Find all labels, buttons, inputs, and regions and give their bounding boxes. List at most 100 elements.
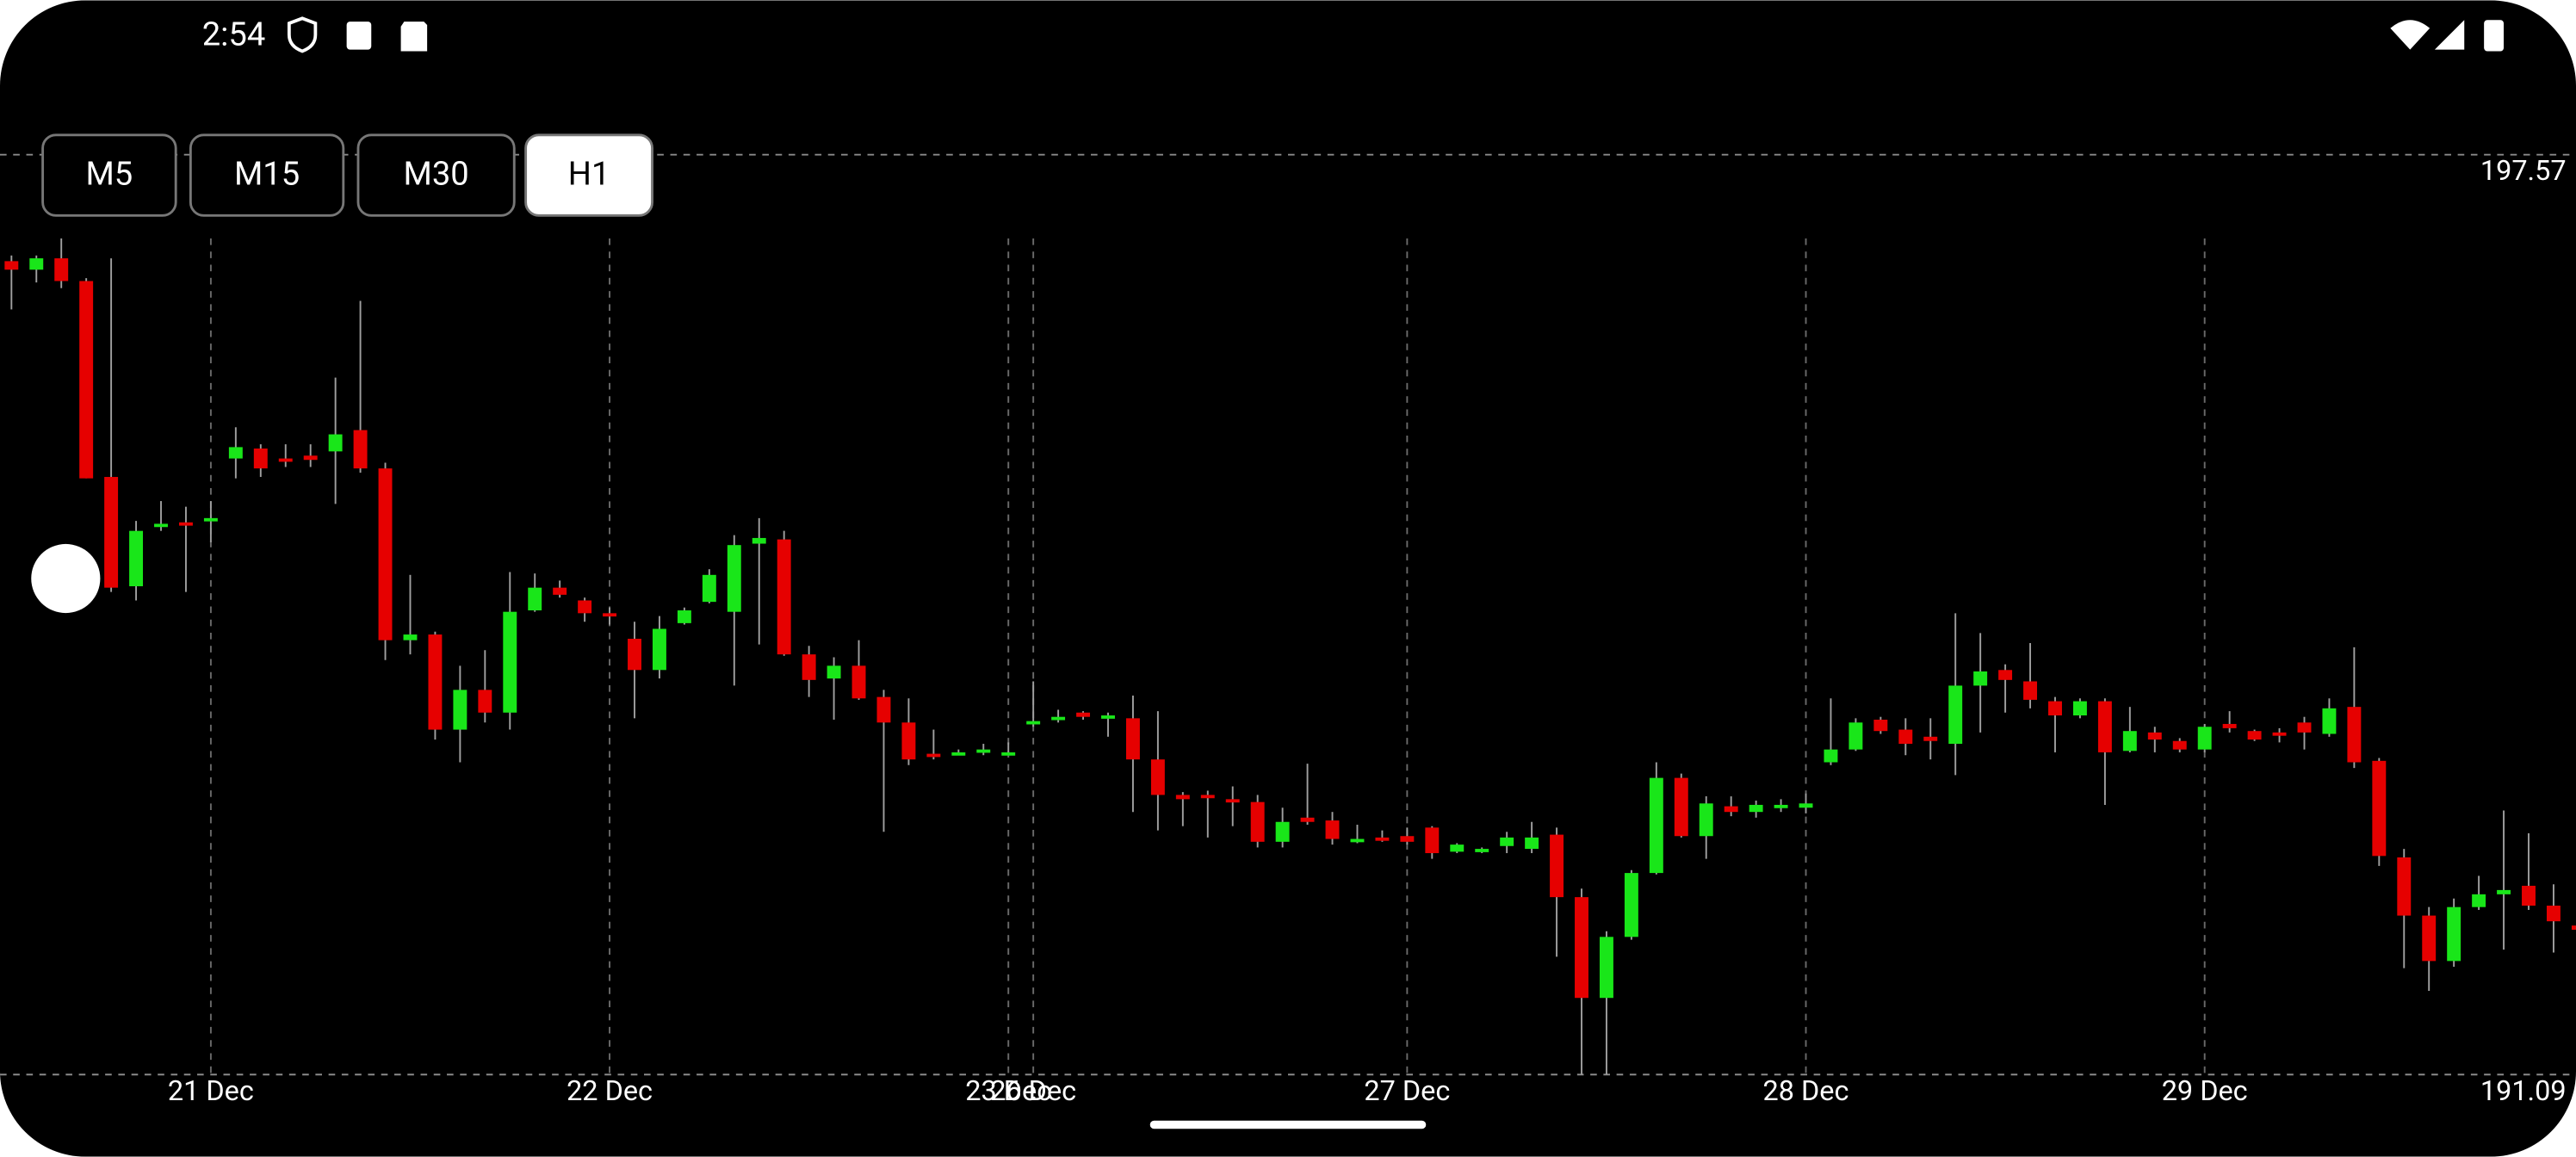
candle-body <box>1475 849 1489 852</box>
candle-body <box>976 749 991 753</box>
sd-icon <box>400 22 428 52</box>
tab-background[interactable] <box>524 133 653 217</box>
candle-body <box>1275 821 1290 842</box>
candle-body <box>702 574 716 603</box>
price-label: 197.57 <box>2480 154 2567 187</box>
tab-label[interactable]: M30 <box>404 156 469 194</box>
candle-body <box>253 449 268 469</box>
candle-body <box>926 753 941 758</box>
candle-body <box>628 639 641 671</box>
candle-body <box>876 696 891 723</box>
candle-body <box>1101 715 1115 719</box>
candle-body <box>178 522 193 526</box>
candle-body <box>1350 838 1365 843</box>
timeframe-tabs: M5 M15 M30 H1 <box>41 133 653 217</box>
candle-body <box>1450 845 1464 852</box>
shield-icon <box>287 16 318 53</box>
candle-body <box>2472 894 2486 907</box>
candle-body <box>1898 729 1913 745</box>
candle-body <box>1250 801 1265 842</box>
tab-background[interactable] <box>356 133 516 217</box>
candle-body <box>1749 804 1763 813</box>
candle-body <box>1001 752 1016 756</box>
candle-body <box>203 517 218 522</box>
candle-body <box>453 690 468 730</box>
timeframe-tab[interactable]: H1 <box>524 133 653 217</box>
candle-body <box>503 611 517 713</box>
candle-body <box>1026 721 1041 725</box>
candle-body <box>752 537 766 544</box>
candle-body <box>2447 906 2461 962</box>
candle-body <box>129 530 144 586</box>
wifi-icon <box>2390 20 2430 50</box>
candle-body <box>528 587 542 611</box>
candle-body <box>1375 837 1390 841</box>
candle-body <box>1624 873 1638 937</box>
candle-body <box>727 545 741 612</box>
candle-body <box>2272 732 2287 736</box>
candle-body <box>1724 806 1738 813</box>
candle-body <box>2197 727 2212 750</box>
candle-body <box>2222 723 2237 728</box>
candle-body <box>578 600 592 614</box>
candle-body <box>951 752 966 756</box>
candle-body <box>1425 827 1440 854</box>
candle-body <box>2023 681 2038 700</box>
tab-label[interactable]: M15 <box>234 156 300 194</box>
candle-body <box>278 458 293 462</box>
candle-body <box>1175 795 1190 800</box>
candle-body <box>802 654 816 680</box>
candle-body <box>2147 732 2162 740</box>
candle-body <box>1973 671 1988 686</box>
candle-body <box>1923 736 1938 741</box>
candle-body <box>1575 897 1588 999</box>
candle-body <box>1948 685 1963 745</box>
candle-body <box>228 447 243 459</box>
tab-background[interactable] <box>189 133 345 217</box>
candle-body <box>1076 712 1091 717</box>
candle-body <box>901 722 916 760</box>
timeframe-tab[interactable]: M30 <box>356 133 516 217</box>
price-label: 191.09 <box>2480 1074 2567 1107</box>
timeframe-tab[interactable]: M5 <box>41 133 177 217</box>
candle-body <box>1998 670 2013 680</box>
candle-body <box>603 613 617 617</box>
tab-label[interactable]: M5 <box>86 156 133 194</box>
date-label: 28 Dec <box>1763 1074 1849 1107</box>
candle-body <box>1774 804 1788 808</box>
candle-body <box>1873 720 1888 732</box>
candle-body <box>652 628 666 671</box>
candle-body <box>827 665 841 679</box>
date-label: 22 Dec <box>567 1074 653 1107</box>
candle-body <box>1699 803 1713 837</box>
candle-body <box>54 258 69 282</box>
candle-body <box>79 281 94 479</box>
candle-body <box>1051 716 1066 721</box>
candle-body <box>328 434 343 452</box>
tab-background[interactable] <box>41 133 177 217</box>
timeframe-tab[interactable]: M15 <box>189 133 345 217</box>
candle-body <box>2172 740 2187 750</box>
tab-label[interactable]: H1 <box>568 156 610 194</box>
candle-body <box>677 610 691 623</box>
candle-body <box>851 665 866 699</box>
candle-body <box>29 258 44 270</box>
candle-body <box>403 634 418 640</box>
candle-body <box>2497 889 2511 894</box>
candle-body <box>2322 708 2337 734</box>
candle-body <box>2522 885 2536 906</box>
candle-body <box>1799 803 1813 808</box>
candle-body <box>353 430 368 469</box>
candle-body <box>2546 906 2561 922</box>
candle-body <box>1649 777 1663 874</box>
candle-body <box>1325 820 1340 839</box>
candle-body <box>2571 925 2576 931</box>
candle-body <box>1525 837 1539 850</box>
candle-body <box>4 261 19 270</box>
candle-body <box>2422 915 2437 962</box>
candle-body <box>1599 937 1613 999</box>
date-label: 27 Dec <box>1364 1074 1450 1107</box>
candle-body <box>378 468 393 640</box>
